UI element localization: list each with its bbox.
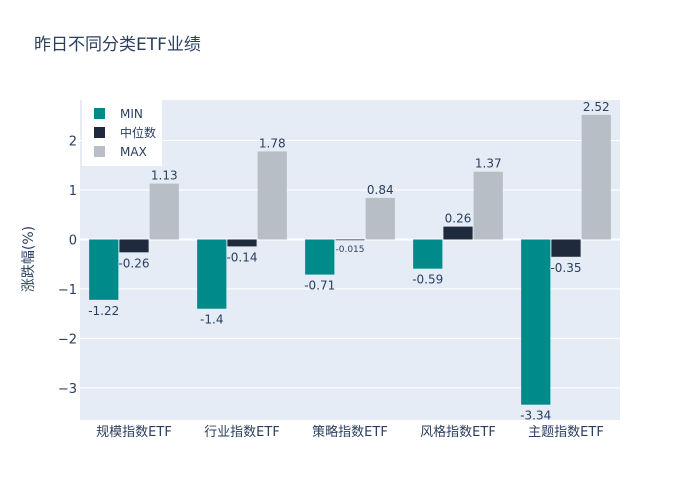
data-label: -0.35 (550, 261, 581, 275)
bar-中位数-3[interactable] (443, 226, 473, 240)
data-label: -0.71 (304, 279, 335, 293)
bar-MIN-2[interactable] (305, 239, 335, 275)
data-label: -0.59 (412, 273, 443, 287)
bar-MIN-1[interactable] (197, 239, 227, 309)
data-label: -3.34 (520, 409, 551, 423)
y-tick-label: 1 (69, 184, 77, 199)
data-label: -0.015 (335, 245, 364, 255)
y-axis-ticks: −3 −2 −1 0 1 2 (58, 135, 77, 397)
data-labels: -1.22 -0.26 1.13 -1.4 -0.14 1.78 -0.71 -0.015 0.… (88, 100, 609, 423)
data-label: 2.52 (583, 100, 610, 114)
bar-MIN-0[interactable] (89, 239, 119, 300)
bar-MIN-3[interactable] (413, 239, 443, 269)
bar-MAX-1[interactable] (257, 151, 287, 240)
y-tick-label: 0 (69, 233, 77, 248)
legend-label[interactable]: 中位数 (120, 125, 156, 140)
bar-中位数-4[interactable] (551, 239, 581, 257)
bar-中位数-0[interactable] (119, 239, 149, 253)
data-label: 1.13 (151, 169, 178, 183)
bar-中位数-2[interactable] (335, 239, 365, 241)
x-tick-label: 规模指数ETF (96, 425, 172, 440)
data-label: -0.26 (118, 256, 149, 270)
bar-MAX-3[interactable] (473, 171, 503, 240)
bar-MAX-0[interactable] (149, 183, 179, 240)
x-tick-label: 行业指数ETF (204, 425, 280, 440)
data-label: 1.37 (475, 157, 502, 171)
data-label: -0.14 (226, 250, 257, 264)
data-label: 1.78 (259, 136, 286, 150)
bar-中位数-1[interactable] (227, 239, 257, 247)
data-label: -1.4 (200, 313, 223, 327)
legend-label[interactable]: MIN (120, 107, 143, 121)
legend-swatch[interactable] (94, 146, 105, 157)
y-tick-label: 2 (69, 135, 77, 150)
x-axis-ticks: 规模指数ETF 行业指数ETF 策略指数ETF 风格指数ETF 主题指数ETF (96, 424, 604, 440)
bar-MIN-4[interactable] (521, 239, 551, 405)
x-tick-label: 主题指数ETF (528, 425, 604, 440)
legend-swatch[interactable] (94, 108, 105, 119)
bar-MAX-2[interactable] (365, 197, 395, 240)
x-tick-label: 策略指数ETF (312, 424, 388, 440)
data-label: -1.22 (88, 304, 119, 318)
y-axis-title: 涨跌幅(%) (21, 226, 37, 292)
bar-MAX-4[interactable] (581, 114, 611, 240)
legend-label[interactable]: MAX (120, 145, 147, 159)
chart-title: 昨日不同分类ETF业绩 (34, 35, 201, 55)
bars (89, 114, 611, 405)
data-label: 0.26 (445, 212, 472, 226)
legend-swatch[interactable] (94, 127, 105, 138)
x-tick-label: 风格指数ETF (420, 424, 496, 440)
y-tick-label: −1 (58, 283, 77, 298)
data-label: 0.84 (367, 183, 394, 197)
y-tick-label: −3 (58, 382, 77, 397)
legend: MIN 中位数 MAX (82, 100, 162, 166)
y-tick-label: −2 (58, 332, 77, 347)
